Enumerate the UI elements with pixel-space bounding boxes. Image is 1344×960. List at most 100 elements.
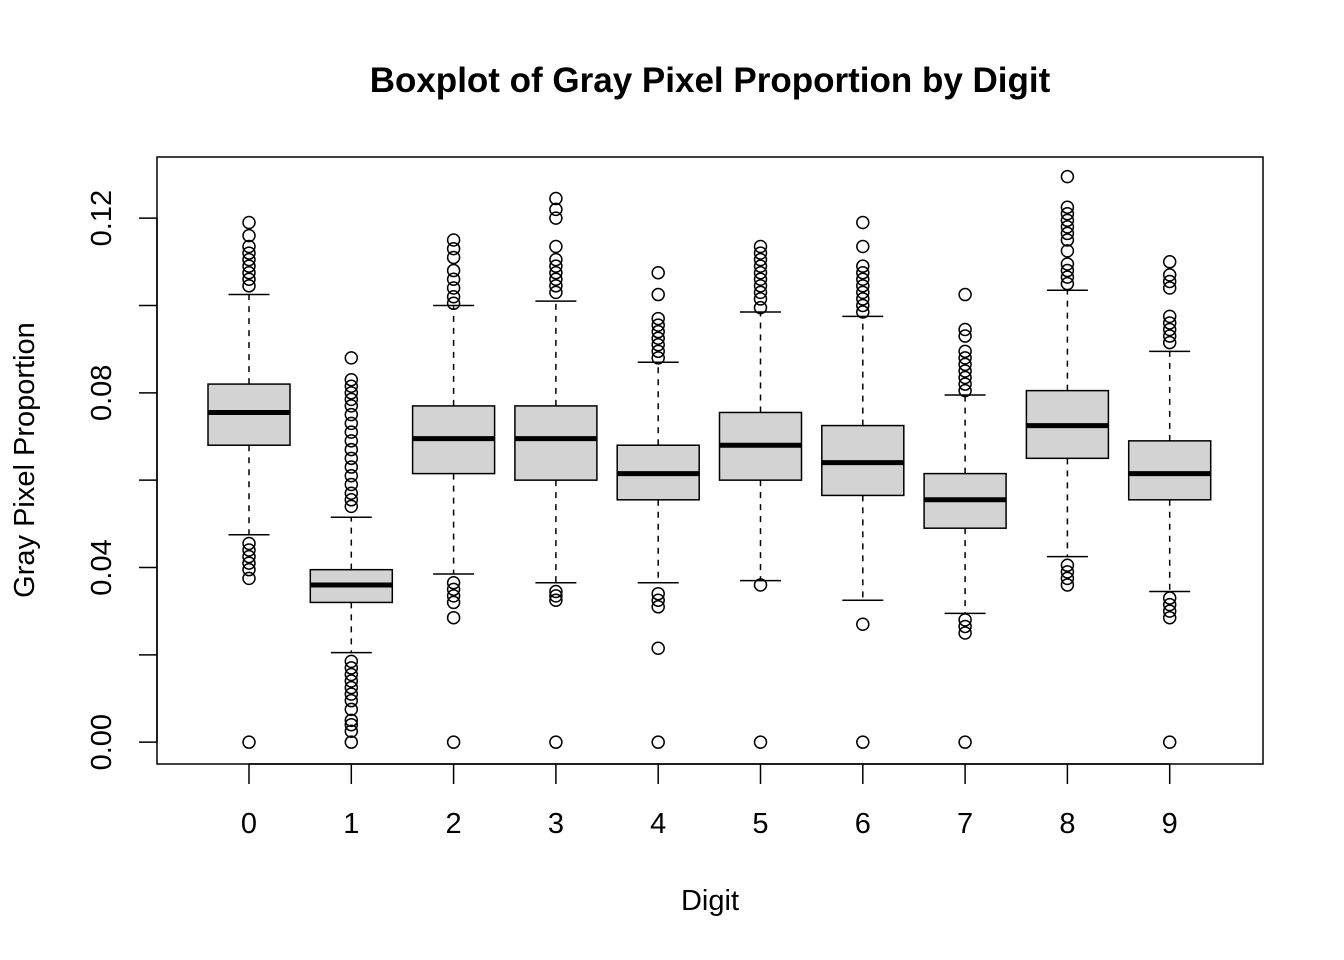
box-group	[207, 169, 1212, 749]
outlier-point	[549, 735, 563, 749]
y-tick-label: 0.08	[86, 365, 118, 421]
outlier-point	[958, 383, 972, 398]
outlier-point	[344, 661, 359, 675]
outlier-point	[958, 377, 972, 391]
outlier-point	[651, 287, 665, 302]
outlier-point	[344, 425, 359, 439]
outlier-point	[753, 265, 768, 280]
outlier-point	[549, 279, 563, 293]
outlier-point	[242, 549, 256, 564]
outlier-point	[958, 329, 972, 343]
outlier-point	[1162, 255, 1177, 269]
outlier-point	[549, 191, 563, 206]
outlier-point	[446, 735, 461, 749]
outlier-point	[344, 717, 359, 732]
outlier-point	[1162, 335, 1177, 350]
outlier-point	[1162, 274, 1177, 289]
outlier-point	[651, 641, 665, 656]
box-iqr	[514, 405, 598, 481]
outlier-point	[856, 265, 870, 280]
x-axis: 0 1 2 3 4 5 6 7 8 9	[241, 763, 1178, 840]
outlier-point	[446, 263, 461, 278]
outlier-point	[344, 477, 359, 492]
outlier-point	[344, 735, 359, 749]
outlier-point	[344, 386, 359, 400]
box-8	[1025, 169, 1110, 592]
outlier-point	[958, 626, 972, 640]
outlier-point	[549, 593, 563, 607]
box-2	[411, 233, 496, 749]
outlier-point	[446, 241, 461, 256]
outlier-point	[753, 246, 768, 260]
outlier-point	[344, 702, 359, 717]
outlier-point	[344, 687, 359, 701]
outlier-point	[856, 215, 870, 230]
x-tick-label: 1	[343, 808, 359, 840]
outlier-point	[344, 654, 359, 669]
outlier-point	[242, 215, 256, 230]
outlier-point	[242, 259, 256, 273]
outlier-point	[856, 259, 870, 273]
outlier-point	[753, 252, 768, 267]
box-3	[514, 191, 598, 749]
x-tick-label: 4	[650, 808, 666, 840]
x-axis-label: Digit	[681, 885, 739, 917]
outlier-point	[344, 434, 359, 448]
outlier-point	[1162, 309, 1177, 324]
outlier-point	[753, 292, 768, 306]
outlier-point	[856, 298, 870, 313]
outlier-point	[344, 693, 359, 708]
x-tick-label: 7	[957, 808, 973, 840]
outlier-point	[753, 279, 768, 293]
outlier-point	[1060, 213, 1075, 228]
outlier-point	[549, 265, 563, 280]
outlier-point	[344, 407, 359, 422]
outlier-point	[753, 300, 768, 315]
outlier-point	[1162, 591, 1177, 605]
outlier-point	[1060, 270, 1075, 284]
outlier-point	[549, 252, 563, 267]
y-tick-label: 0.04	[86, 539, 118, 595]
outlier-point	[1060, 169, 1075, 184]
outlier-point	[549, 211, 563, 225]
outlier-point	[344, 451, 359, 466]
outlier-point	[1162, 610, 1177, 625]
outlier-point	[856, 735, 870, 749]
box-5	[718, 239, 803, 749]
outlier-point	[958, 619, 972, 634]
outlier-point	[446, 250, 461, 265]
outlier-point	[753, 272, 768, 287]
outlier-point	[1060, 263, 1075, 278]
outlier-point	[1060, 226, 1075, 241]
outlier-point	[344, 442, 359, 457]
outlier-point	[344, 713, 359, 728]
x-tick-label: 6	[855, 808, 871, 840]
outlier-point	[958, 322, 972, 337]
outlier-point	[344, 724, 359, 738]
outlier-point	[344, 667, 359, 682]
outlier-point	[1162, 604, 1177, 618]
outlier-point	[958, 370, 972, 385]
outlier-point	[344, 416, 359, 431]
outlier-point	[446, 576, 461, 590]
outlier-point	[242, 536, 256, 551]
outlier-point	[242, 265, 256, 280]
outlier-point	[344, 379, 359, 394]
outlier-point	[344, 399, 359, 413]
outlier-point	[1060, 233, 1075, 247]
outlier-point	[856, 285, 870, 300]
outlier-point	[753, 735, 768, 749]
outlier-point	[549, 584, 563, 599]
outlier-point	[344, 486, 359, 501]
outlier-point	[856, 272, 870, 287]
outlier-point	[242, 556, 256, 570]
outlier-point	[446, 595, 461, 610]
outlier-point	[1162, 316, 1177, 330]
outlier-point	[651, 265, 665, 280]
outlier-point	[753, 578, 768, 592]
outlier-point	[1162, 735, 1177, 749]
box-6	[821, 215, 905, 749]
box-iqr	[1127, 440, 1212, 501]
outlier-point	[549, 272, 563, 287]
